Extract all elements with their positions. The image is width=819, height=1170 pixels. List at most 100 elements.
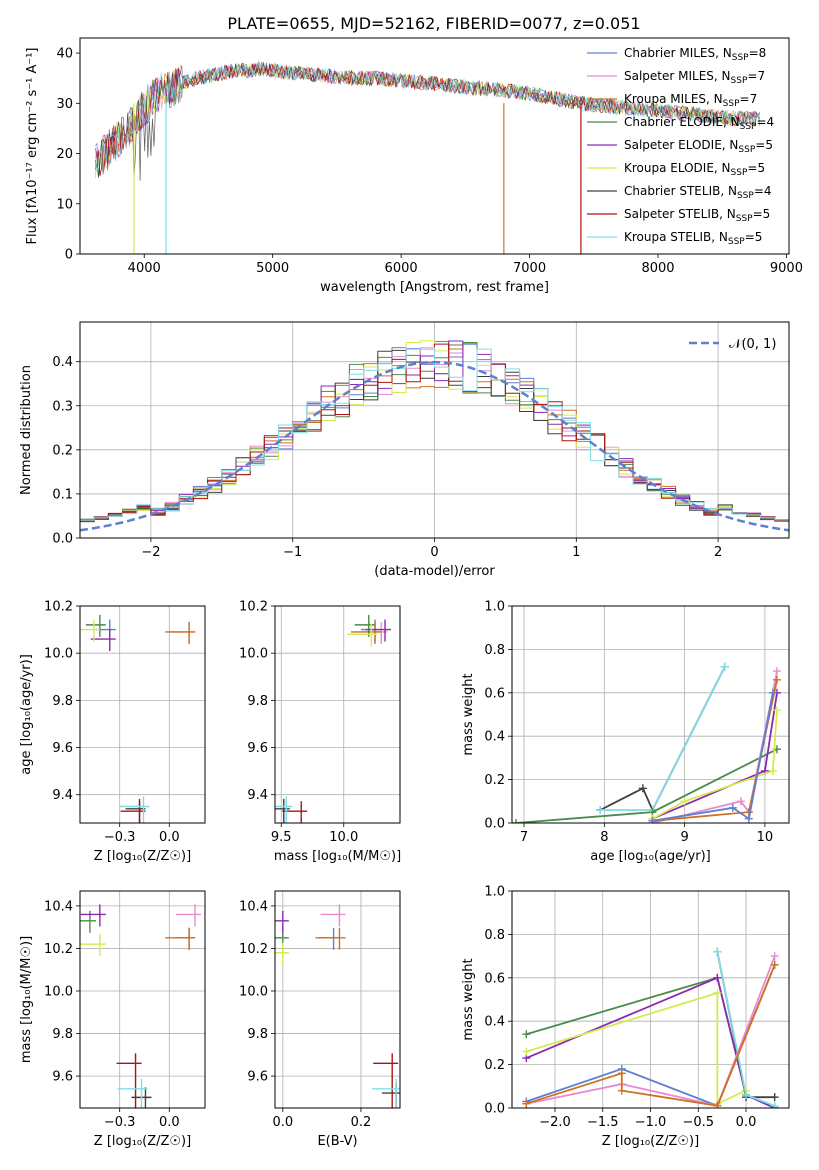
x-axis-label: Z [log₁₀(Z/Z☉)] — [602, 1134, 699, 1149]
weight-series — [652, 692, 778, 820]
y-axis-label: age [log₁₀(age/yr)] — [19, 654, 34, 775]
weight-marker — [768, 766, 777, 775]
weight-marker — [680, 797, 689, 806]
weight-marker — [522, 1030, 531, 1039]
spectrum-legend: Chabrier MILES, NSSP=8 Salpeter MILES, NS… — [587, 46, 774, 247]
y-tick-label: 0 — [65, 248, 73, 263]
y-tick-label: 0.4 — [484, 730, 505, 745]
x-tick-label: −0.5 — [682, 1115, 714, 1130]
weight-series — [652, 710, 778, 820]
y-tick-label: 1.0 — [484, 600, 505, 615]
y-tick-label: 0.4 — [484, 1015, 505, 1030]
y-tick-label: 0.6 — [484, 971, 505, 986]
axes-frame — [274, 890, 401, 1109]
weight-marker — [617, 1086, 626, 1095]
plot-area — [522, 947, 779, 1108]
x-tick-label: 10 — [757, 830, 774, 845]
legend-label: Kroupa STELIB, NSSP=5 — [624, 230, 762, 247]
y-axis-label: Normed distribution — [19, 365, 34, 495]
y-tick-label: 10.4 — [239, 899, 268, 914]
y-tick-label: 9.4 — [52, 788, 73, 803]
x-tick-label: 8 — [600, 830, 608, 845]
weight-marker — [596, 805, 605, 814]
y-tick-label: 10.2 — [239, 942, 268, 957]
plot-area — [275, 614, 391, 823]
x-axis-label: wavelength [Angstrom, rest frame] — [320, 280, 549, 295]
weight-marker — [713, 1101, 722, 1108]
axes-frame — [79, 605, 206, 824]
weight-marker — [744, 814, 753, 823]
y-tick-label: 10.0 — [44, 984, 73, 999]
weight-marker — [770, 1093, 779, 1102]
residual-histogram — [80, 342, 789, 522]
gaussian-curve — [80, 360, 789, 532]
weight-marker — [648, 816, 657, 823]
y-tick-label: 0.8 — [484, 928, 505, 943]
plot-area — [80, 614, 196, 823]
y-tick-label: 10.2 — [44, 942, 73, 957]
panel-weight-vs-Z: −2.0 −1.5 −1.0 −0.5 0.0 0.0 0.2 0.4 0.6 0.8 1.0 Z [… — [461, 885, 790, 1149]
weight-marker — [770, 960, 779, 969]
weight-series — [525, 976, 776, 1108]
y-tick-label: 0.2 — [52, 443, 73, 458]
axes-frame — [274, 605, 401, 824]
y-tick-label: 0.0 — [484, 817, 505, 832]
x-tick-label: −2.0 — [539, 1115, 571, 1130]
x-axis-label: E(B-V) — [317, 1134, 357, 1149]
legend-label: Kroupa MILES, NSSP=7 — [624, 92, 757, 109]
x-tick-label: 9 — [680, 830, 688, 845]
y-tick-label: 0.2 — [484, 1058, 505, 1073]
panel-age-vs-Z: −0.3 0.0 9.4 9.6 9.8 10.0 10.2 Z [log₁₀(Z/Z☉)] a… — [19, 600, 206, 864]
figure-title: PLATE=0655, MJD=52162, FIBERID=0077, z=0… — [227, 14, 640, 33]
x-tick-label: 0.0 — [159, 1115, 180, 1130]
y-tick-label: 40 — [56, 47, 73, 62]
x-tick-label: −2 — [141, 545, 160, 560]
x-axis-label: (data-model)/error — [374, 564, 495, 579]
x-tick-label: 0.0 — [159, 830, 180, 845]
y-tick-label: 10.4 — [44, 899, 73, 914]
weight-series — [652, 670, 778, 823]
weight-marker — [713, 988, 722, 997]
x-axis-label: Z [log₁₀(Z/Z☉)] — [94, 1134, 191, 1149]
x-tick-label: −1.5 — [587, 1115, 619, 1130]
weight-series — [600, 666, 726, 811]
x-tick-label: 9000 — [770, 261, 803, 276]
y-tick-label: 9.4 — [247, 788, 268, 803]
weight-marker — [768, 688, 777, 697]
axes-frame — [79, 890, 206, 1109]
weight-series — [526, 991, 747, 1106]
weight-marker — [770, 1101, 779, 1108]
weight-marker — [770, 952, 779, 961]
y-tick-label: 10 — [56, 197, 73, 212]
plot-area — [95, 60, 761, 254]
x-tick-label: −1.0 — [635, 1115, 667, 1130]
y-tick-label: 0.3 — [52, 399, 73, 414]
y-tick-label: 10.0 — [239, 984, 268, 999]
residual-histogram — [80, 349, 789, 521]
legend-label: Chabrier STELIB, NSSP=4 — [624, 184, 772, 201]
y-tick-label: 10.0 — [44, 647, 73, 662]
x-tick-label: −0.3 — [104, 830, 136, 845]
y-tick-label: 9.6 — [52, 741, 73, 756]
y-tick-label: 0.6 — [484, 686, 505, 701]
weight-marker — [512, 819, 521, 823]
weight-marker — [720, 662, 729, 671]
legend-label: Salpeter STELIB, NSSP=5 — [624, 207, 770, 224]
weight-marker — [617, 1069, 626, 1078]
x-tick-label: 8000 — [641, 261, 674, 276]
plot-area — [512, 662, 781, 823]
legend-label: Salpeter ELODIE, NSSP=5 — [624, 138, 773, 155]
y-tick-label: 0.1 — [52, 487, 73, 502]
y-axis-label: Flux [fλ10⁻¹⁷ erg cm⁻² s⁻¹ A⁻¹] — [25, 48, 40, 245]
weight-marker — [772, 706, 781, 715]
x-axis-label: mass [log₁₀(M/M☉)] — [274, 849, 401, 864]
weight-marker — [638, 784, 647, 793]
y-axis-label: mass [log₁₀(M/M☉)] — [19, 936, 34, 1063]
axes-frame — [511, 605, 790, 824]
axes-frame — [511, 890, 790, 1109]
x-tick-label: 7000 — [513, 261, 546, 276]
y-tick-label: 9.8 — [247, 694, 268, 709]
y-tick-label: 9.8 — [52, 1027, 73, 1042]
x-tick-label: −1 — [283, 545, 302, 560]
y-tick-label: 30 — [56, 97, 73, 112]
